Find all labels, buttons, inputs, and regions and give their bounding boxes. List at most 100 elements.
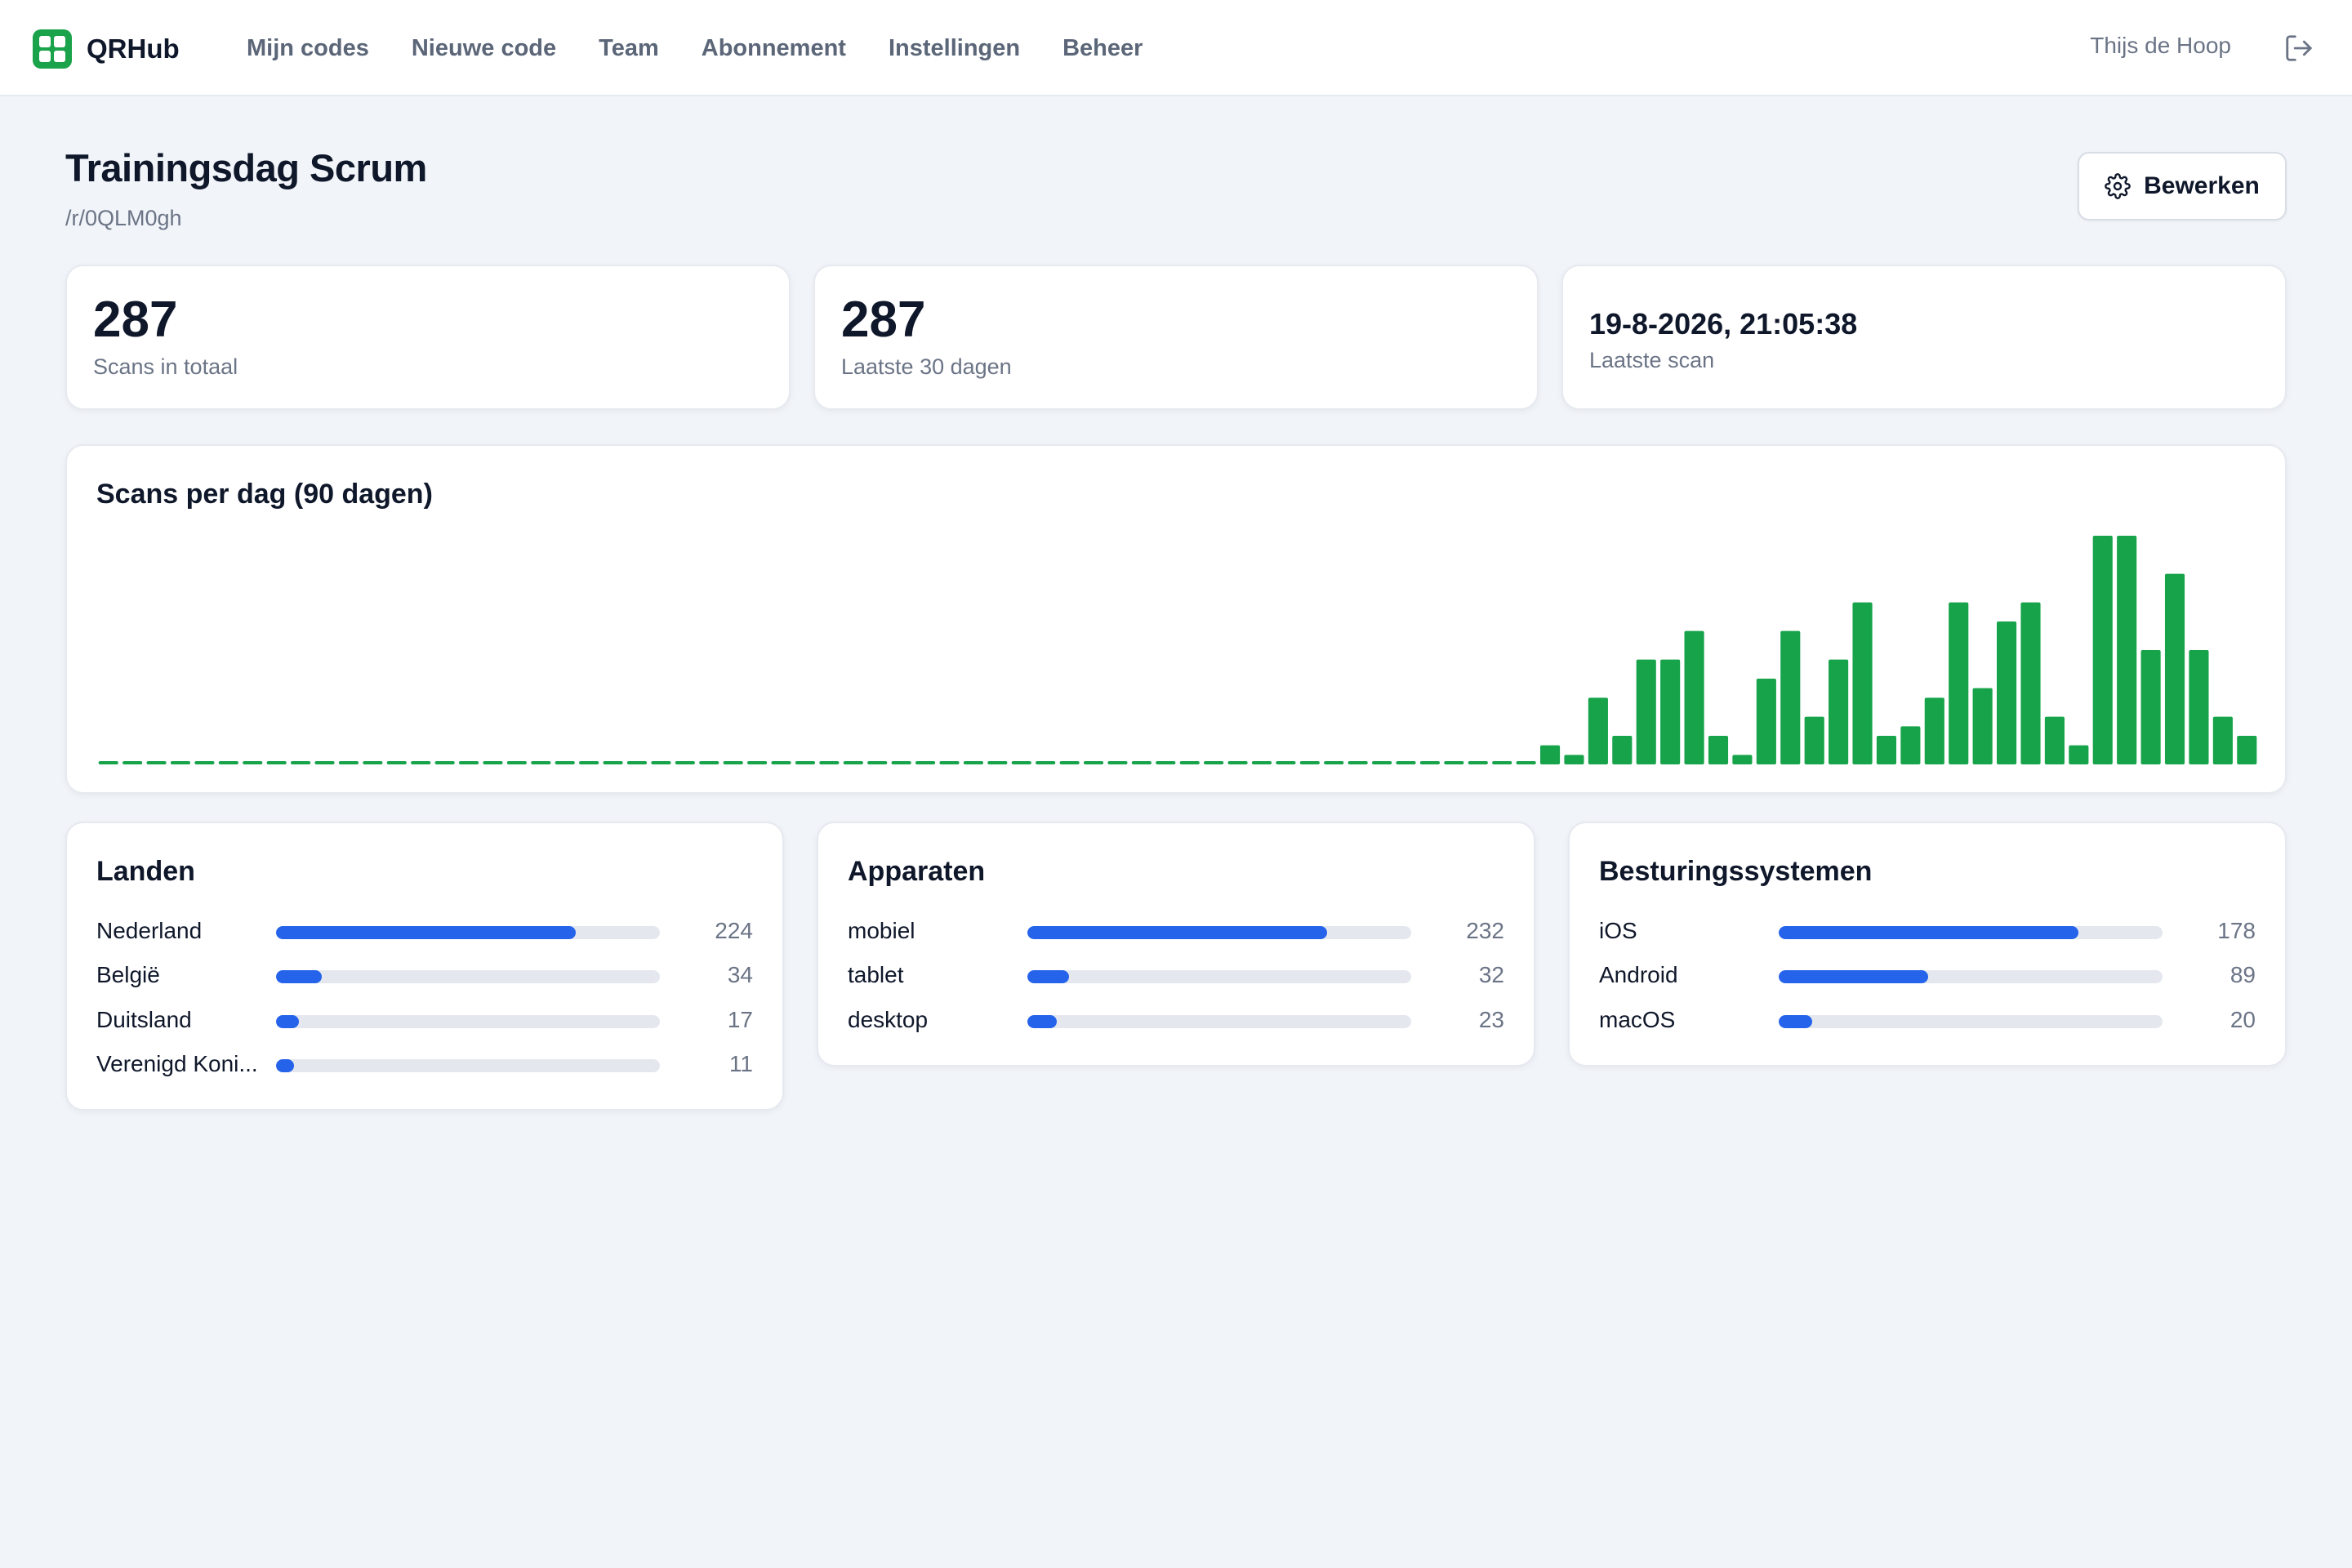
chart-bar [579, 761, 599, 764]
chart-bar [1059, 761, 1080, 764]
chart-bar [1588, 697, 1608, 764]
chart-bar [747, 761, 768, 764]
nav-link-abonnement[interactable]: Abonnement [701, 34, 846, 61]
list-item: iOS 178 [1599, 915, 2256, 947]
progress-track [276, 1015, 660, 1028]
chart-bar [1107, 761, 1128, 764]
progress-track [276, 970, 660, 983]
chart-bar [1251, 761, 1272, 764]
row-value: 34 [727, 962, 753, 987]
chart-bar [867, 761, 888, 764]
chart-bar [1156, 761, 1176, 764]
chart-bar [771, 761, 791, 764]
gear-icon [2105, 173, 2131, 199]
progress-track [1779, 1015, 2163, 1028]
top-navbar: QRHub Mijn codes Nieuwe code Team Abonne… [0, 0, 2352, 96]
list-item: België 34 [96, 959, 753, 991]
chart-bar [386, 761, 407, 764]
chart-bar [1227, 761, 1248, 764]
row-label: mobiel [848, 918, 915, 943]
chart-bar [1324, 761, 1344, 764]
chart-bar [122, 761, 143, 764]
stat-value: 287 [93, 292, 178, 348]
progress-fill [1027, 1015, 1058, 1028]
chart-bar [1516, 761, 1536, 764]
chart-title: Scans per dag (90 dagen) [96, 479, 433, 510]
chart-bar [1732, 755, 1753, 764]
row-label: macOS [1599, 1007, 1676, 1032]
chart-bar [1708, 736, 1729, 764]
scans-per-day-card: Scans per dag (90 dagen) [65, 444, 2287, 794]
stat-card-total: 287 Scans in totaal [65, 265, 791, 410]
chart-bar [266, 761, 287, 764]
stat-card-last-30-days: 287 Laatste 30 dagen [813, 265, 1539, 410]
progress-fill [1779, 1015, 1813, 1028]
chart-bar [1179, 761, 1200, 764]
chart-bar [1564, 755, 1584, 764]
user-name[interactable]: Thijs de Hoop [2090, 33, 2231, 58]
progress-track [1027, 1015, 1411, 1028]
list-item: mobiel 232 [848, 915, 1504, 947]
row-value: 224 [715, 918, 753, 943]
nav-links: Mijn codes Nieuwe code Team Abonnement I… [247, 0, 1185, 96]
progress-track [1779, 926, 2163, 939]
row-value: 17 [727, 1007, 753, 1032]
chart-bar [2212, 716, 2233, 764]
list-item: Nederland 224 [96, 915, 753, 947]
row-label: Duitsland [96, 1007, 192, 1032]
list-item: Android 89 [1599, 959, 2256, 991]
devices-title: Apparaten [848, 856, 986, 887]
row-value: 32 [1478, 962, 1504, 987]
row-label: België [96, 962, 160, 987]
brand[interactable]: QRHub [33, 29, 180, 69]
nav-link-nieuwe-code[interactable]: Nieuwe code [411, 34, 557, 61]
qr-logo-icon [33, 29, 72, 69]
chart-bar [1684, 630, 1704, 764]
stat-label: Laatste scan [1589, 348, 1715, 372]
chart-bar [1131, 761, 1152, 764]
chart-bar [194, 761, 215, 764]
progress-fill [276, 970, 322, 983]
progress-track [276, 926, 660, 939]
nav-link-instellingen[interactable]: Instellingen [888, 34, 1021, 61]
progress-fill [276, 926, 576, 939]
nav-link-mijn-codes[interactable]: Mijn codes [247, 34, 369, 61]
chart-bar [1011, 761, 1031, 764]
chart-bar [291, 761, 311, 764]
os-card: Besturingssystemen iOS 178 Android 89 ma… [1568, 822, 2287, 1067]
chart-bar [2069, 745, 2089, 764]
chart-bar [218, 761, 238, 764]
chart-bar [1997, 621, 2017, 764]
chart-bar [1804, 716, 1824, 764]
chart-bar [1083, 761, 1104, 764]
progress-track [1779, 970, 2163, 983]
countries-title: Landen [96, 856, 195, 887]
chart-bar [363, 761, 383, 764]
progress-track [276, 1059, 660, 1072]
chart-bar [1924, 697, 1944, 764]
progress-fill [276, 1059, 294, 1072]
devices-card: Apparaten mobiel 232 tablet 32 desktop 2… [817, 822, 1535, 1067]
chart-bar [1900, 726, 1921, 764]
chart-bar [1468, 761, 1488, 764]
nav-link-beheer[interactable]: Beheer [1062, 34, 1143, 61]
chart-bar [531, 761, 551, 764]
nav-link-team[interactable]: Team [599, 34, 659, 61]
countries-card: Landen Nederland 224 België 34 Duitsland… [65, 822, 784, 1111]
chart-bar [1780, 630, 1801, 764]
progress-track [1027, 926, 1411, 939]
row-label: iOS [1599, 918, 1637, 943]
brand-name: QRHub [87, 33, 180, 64]
chart-bar [651, 761, 671, 764]
list-item: macOS 20 [1599, 1004, 2256, 1036]
list-item: desktop 23 [848, 1004, 1504, 1036]
logout-icon[interactable] [2283, 33, 2314, 64]
chart-bar [1660, 659, 1681, 764]
edit-button[interactable]: Bewerken [2078, 152, 2287, 220]
chart-bar [243, 761, 263, 764]
row-value: 89 [2230, 962, 2256, 987]
chart-bar [2020, 602, 2041, 764]
chart-bar [1492, 761, 1512, 764]
row-label: tablet [848, 962, 904, 987]
chart-bar [434, 761, 455, 764]
